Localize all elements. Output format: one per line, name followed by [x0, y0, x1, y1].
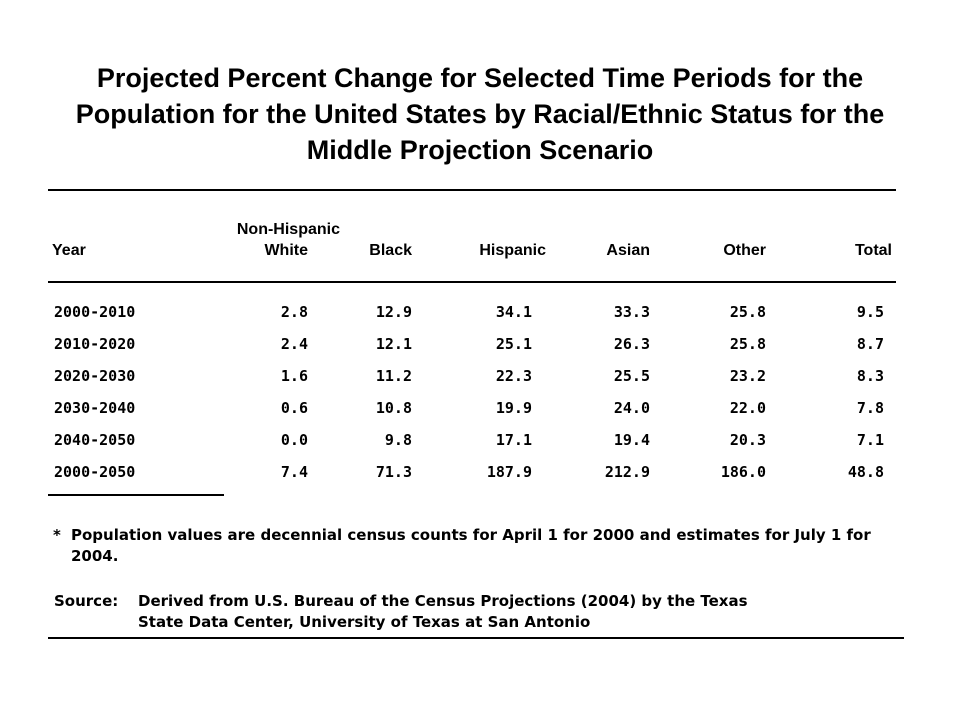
header-hispanic: Hispanic: [479, 242, 546, 259]
cell-hispanic: 187.9: [486, 463, 532, 481]
cell-total: 7.8: [856, 399, 884, 417]
header-asian: Asian: [606, 242, 650, 259]
cell-other: 23.2: [729, 367, 766, 385]
cell-hispanic: 17.1: [495, 431, 532, 449]
cell-nhw: 2.4: [280, 335, 308, 353]
cell-black: 12.1: [375, 335, 412, 353]
cell-year: 2000-2050: [54, 463, 136, 481]
cell-other: 25.8: [729, 303, 766, 321]
header-other: Other: [723, 242, 766, 259]
header-total: Total: [854, 242, 892, 259]
cell-nhw: 7.4: [280, 463, 308, 481]
cell-black: 71.3: [375, 463, 412, 481]
cell-black: 12.9: [375, 303, 412, 321]
header-nhw-line2: White: [264, 242, 308, 259]
cell-total: 7.1: [856, 431, 884, 449]
cell-year: 2010-2020: [54, 335, 136, 353]
cell-year: 2040-2050: [54, 431, 136, 449]
header-year: Year: [52, 242, 86, 259]
cell-asian: 19.4: [613, 431, 650, 449]
table-row: 2040-2050 0.0 9.8 17.1 19.4 20.3 7.1: [0, 430, 960, 460]
header-nhw-line1: Non-Hispanic: [236, 221, 340, 238]
footnote-marker: *: [53, 526, 61, 544]
top-rule: [48, 189, 896, 191]
table-row: 2000-2050 7.4 71.3 187.9 212.9 186.0 48.…: [0, 462, 960, 492]
bottom-rule: [48, 637, 904, 639]
header-rule: [48, 281, 896, 283]
cell-total: 48.8: [847, 463, 884, 481]
cell-year: 2030-2040: [54, 399, 136, 417]
cell-total: 8.3: [856, 367, 884, 385]
cell-nhw: 0.6: [280, 399, 308, 417]
source-label: Source:: [54, 592, 119, 610]
cell-black: 9.8: [384, 431, 412, 449]
table-row: 2000-2010 2.8 12.9 34.1 33.3 25.8 9.5: [0, 302, 960, 332]
cell-nhw: 1.6: [280, 367, 308, 385]
cell-asian: 24.0: [613, 399, 650, 417]
cell-other: 22.0: [729, 399, 766, 417]
cell-other: 20.3: [729, 431, 766, 449]
page-title: Projected Percent Change for Selected Ti…: [75, 63, 885, 165]
cell-year: 2020-2030: [54, 367, 136, 385]
table-row: 2030-2040 0.6 10.8 19.9 24.0 22.0 7.8: [0, 398, 960, 428]
footnote-line2: 2004.: [71, 547, 119, 565]
cell-other: 25.8: [729, 335, 766, 353]
cell-total: 9.5: [856, 303, 884, 321]
cell-year: 2000-2010: [54, 303, 136, 321]
cell-other: 186.0: [720, 463, 766, 481]
cell-hispanic: 34.1: [495, 303, 532, 321]
source-line1: Derived from U.S. Bureau of the Census P…: [138, 592, 748, 610]
cell-asian: 26.3: [613, 335, 650, 353]
table-row: 2020-2030 1.6 11.2 22.3 25.5 23.2 8.3: [0, 366, 960, 396]
footnote-separator: [48, 494, 224, 496]
cell-nhw: 2.8: [280, 303, 308, 321]
cell-asian: 212.9: [604, 463, 650, 481]
source-line2: State Data Center, University of Texas a…: [138, 613, 591, 631]
cell-hispanic: 19.9: [495, 399, 532, 417]
cell-asian: 33.3: [613, 303, 650, 321]
table-row: 2010-2020 2.4 12.1 25.1 26.3 25.8 8.7: [0, 334, 960, 364]
cell-hispanic: 25.1: [495, 335, 532, 353]
header-black: Black: [369, 242, 412, 259]
cell-nhw: 0.0: [280, 431, 308, 449]
footnote-line1: Population values are decennial census c…: [71, 526, 871, 544]
cell-asian: 25.5: [613, 367, 650, 385]
cell-hispanic: 22.3: [495, 367, 532, 385]
cell-black: 11.2: [375, 367, 412, 385]
cell-black: 10.8: [375, 399, 412, 417]
cell-total: 8.7: [856, 335, 884, 353]
